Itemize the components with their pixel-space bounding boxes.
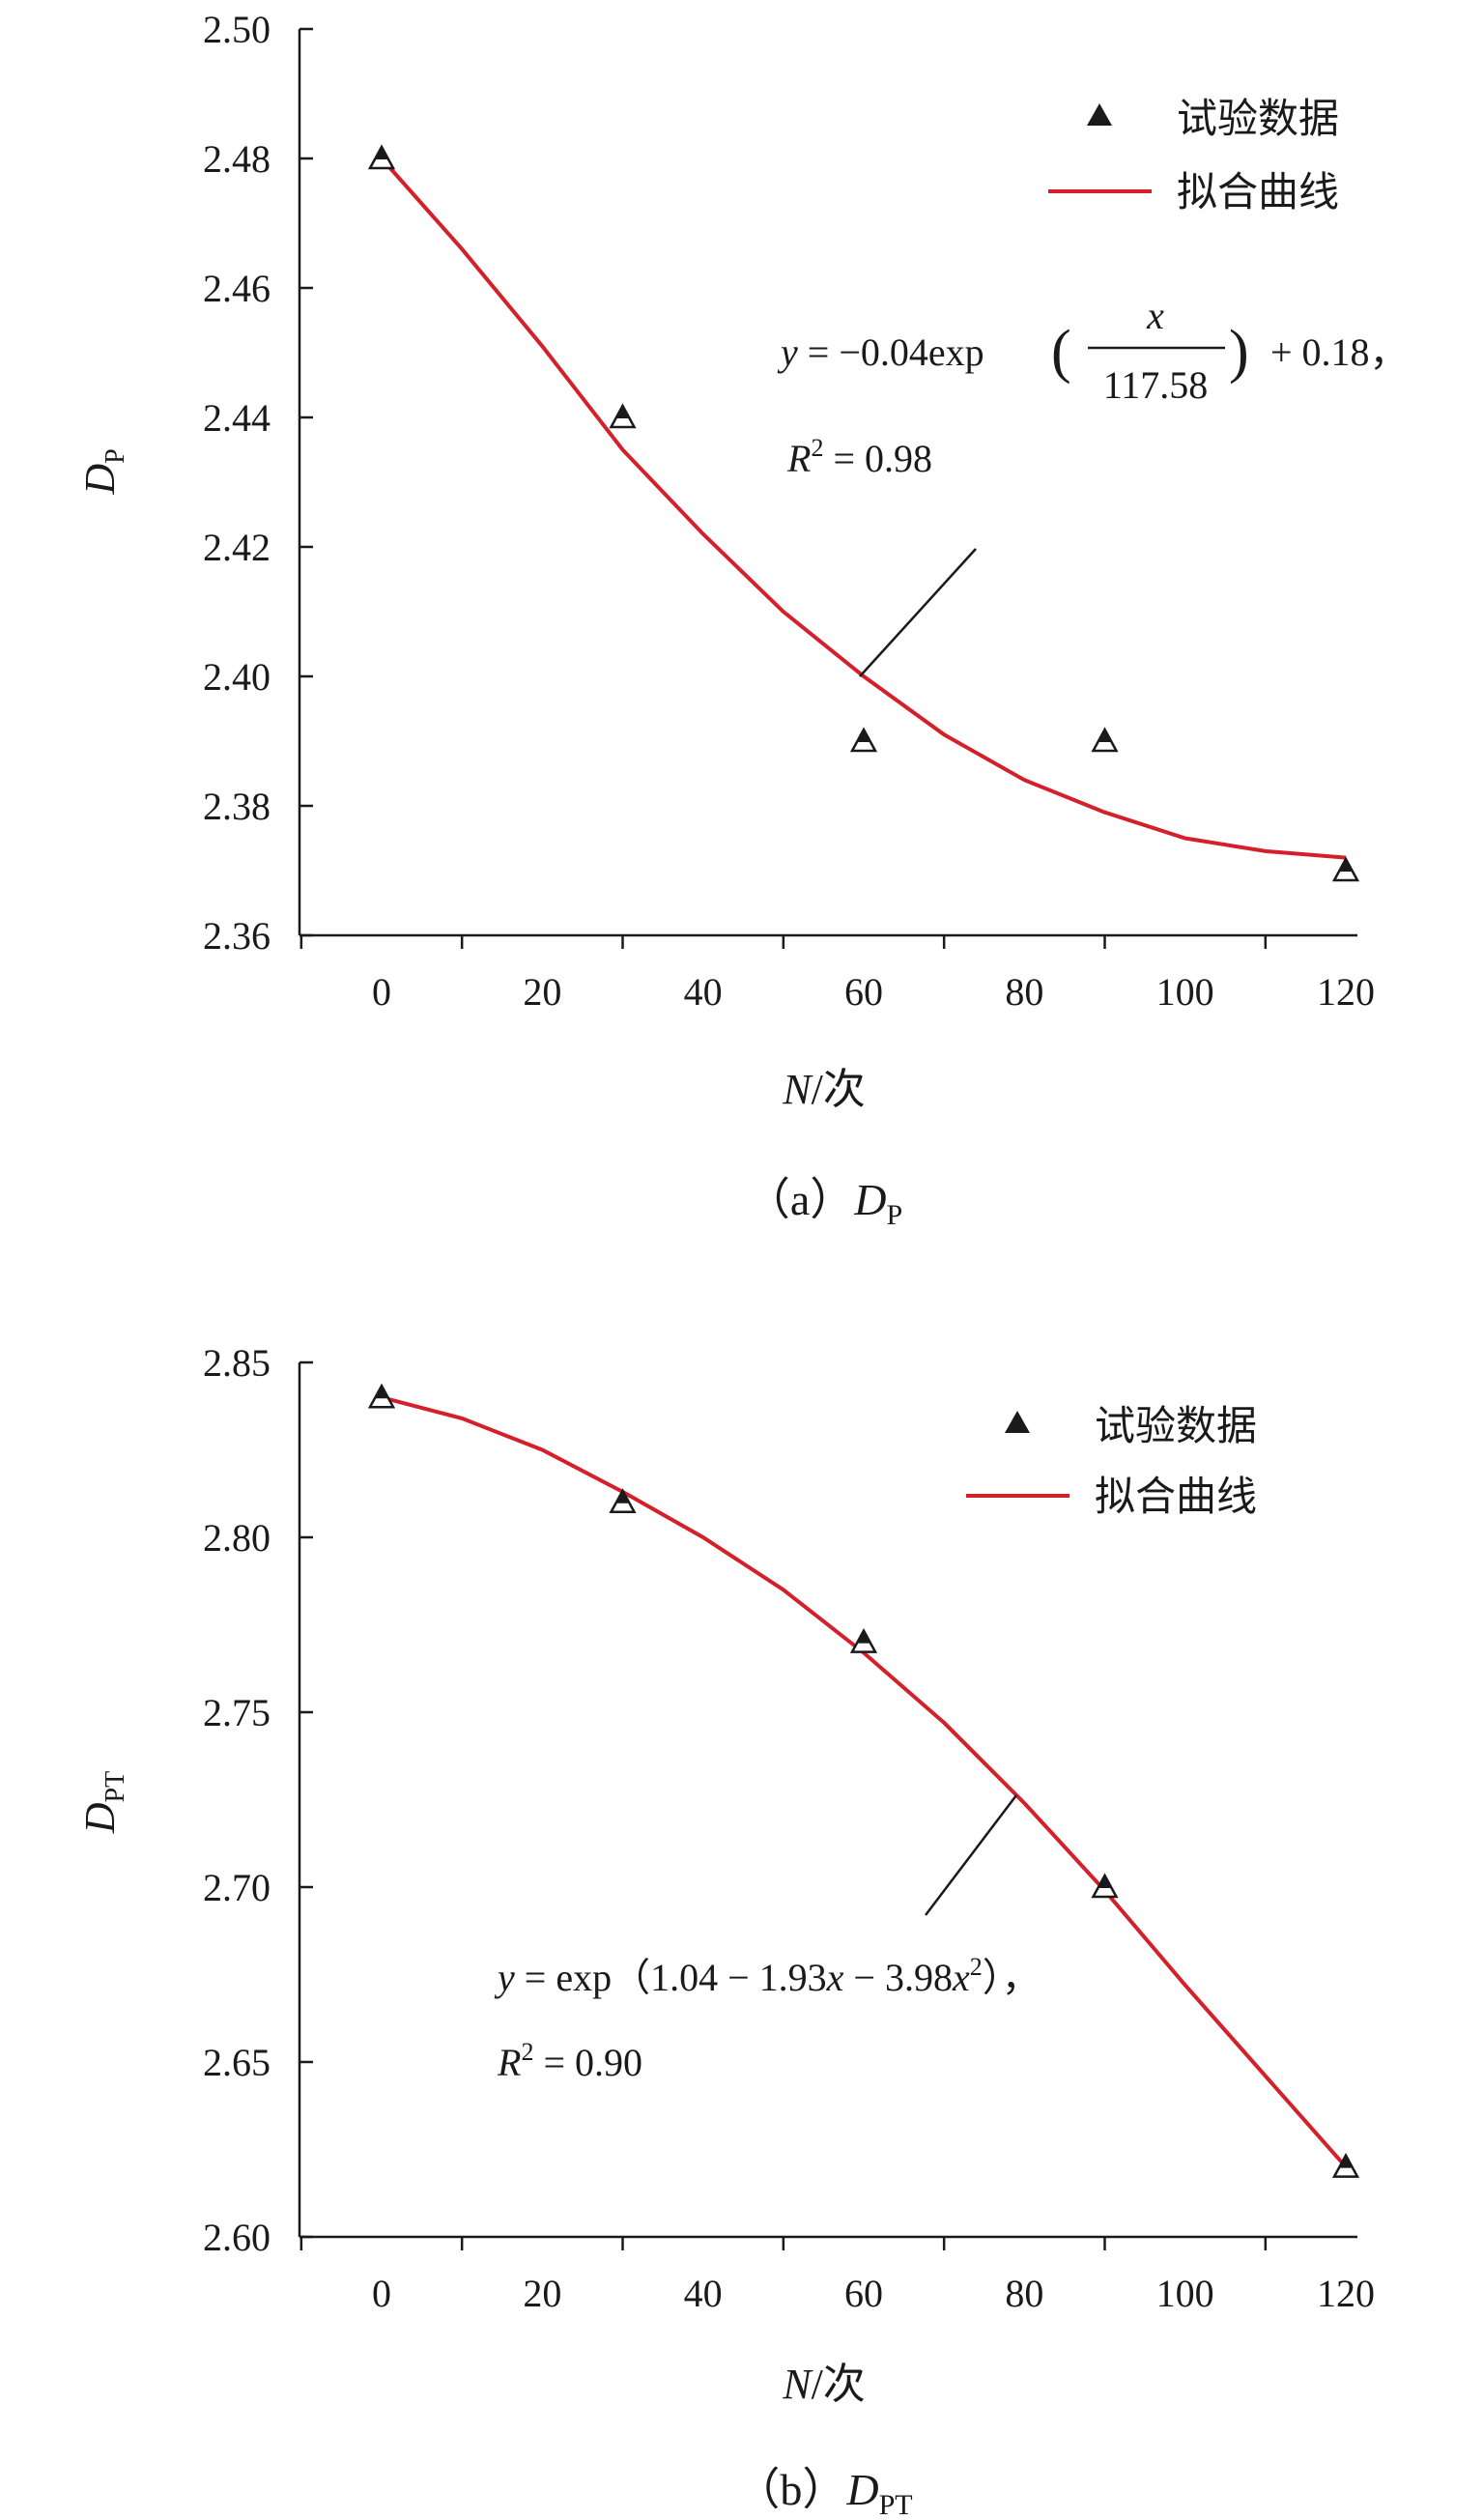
fit-equation-a: y = −0.04exp ( x 117.58 ) + 0.18， R2 = 0…: [777, 294, 1409, 677]
x-tick-label-b-6: 120: [1317, 2272, 1375, 2315]
data-point-b-4: [1331, 2152, 1360, 2178]
eq-b-rest: = exp（1.04 − 1.93: [525, 1956, 827, 1999]
y-tick-label-a-2: 2.40: [203, 655, 271, 699]
y-tick-label-b-3: 2.75: [203, 1691, 271, 1734]
fit-curve-a: [380, 157, 1347, 860]
legend-b: 试验数据 拟合曲线: [966, 1402, 1257, 1520]
data-point-a-0: [367, 144, 396, 170]
data-point-b-2: [849, 1627, 878, 1653]
y-tick-label-b-0: 2.60: [203, 2216, 271, 2259]
data-point-a-3: [1091, 727, 1119, 753]
svg-text:y = −0.04exp: y = −0.04exp: [777, 330, 984, 374]
svg-text:R2 = 0.98: R2 = 0.98: [786, 434, 932, 480]
eq-b-r: R: [497, 2041, 521, 2084]
eq-b-r2: = 0.90: [543, 2041, 642, 2084]
eq-a-suffix: + 0.18，: [1270, 330, 1409, 374]
data-point-a-4: [1331, 856, 1360, 882]
y-tick-label-a-0: 2.36: [203, 914, 271, 958]
leader-line-a: [859, 548, 977, 677]
svg-text:R2 = 0.90: R2 = 0.90: [497, 2038, 642, 2084]
eq-a-frac-den: 117.58: [1103, 363, 1209, 407]
eq-b-y: y: [494, 1956, 515, 1999]
x-axis-title-a: N/次: [782, 1066, 866, 1113]
x-tick-label-b-1: 20: [523, 2272, 561, 2315]
y-axis-title-a: DP: [76, 448, 130, 495]
x-tick-label-a-0: 0: [372, 970, 391, 1014]
y-tick-label-a-7: 2.50: [203, 8, 271, 51]
y-tick-label-b-5: 2.85: [203, 1341, 271, 1385]
legend-label-fit-b: 拟合曲线: [1095, 1473, 1257, 1520]
legend-a: 试验数据 拟合曲线: [1048, 95, 1339, 215]
leader-line-b: [925, 1794, 1017, 1916]
chart-b: 2.602.652.702.752.802.850 20 40 60 80 100 120 …: [76, 1341, 1375, 2520]
y-axis-title-b: DPT: [76, 1771, 130, 1834]
data-point-b-0: [367, 1383, 396, 1409]
x-tick-label-a-1: 20: [523, 970, 561, 1014]
legend-label-data-b: 试验数据: [1095, 1402, 1257, 1449]
y-tick-label-a-5: 2.46: [203, 267, 271, 310]
eq-a-r2: = 0.98: [833, 437, 932, 480]
y-tick-label-a-6: 2.48: [203, 137, 271, 181]
legend-label-fit-a: 拟合曲线: [1177, 168, 1339, 215]
legend-marker-b: [1005, 1411, 1030, 1433]
legend-label-data-a: 试验数据: [1177, 95, 1339, 142]
y-tick-label-a-1: 2.38: [203, 785, 271, 828]
y-tick-label-b-2: 2.70: [203, 1866, 271, 1909]
x-tick-label-b-2: 40: [684, 2272, 723, 2315]
y-tick-label-a-3: 2.42: [203, 526, 271, 569]
x-axis-title-b: N/次: [782, 2361, 866, 2408]
x-tick-label-b-5: 100: [1156, 2272, 1214, 2315]
eq-a-paren-right: ): [1229, 319, 1249, 385]
caption-b: （b）DPT: [735, 2465, 912, 2520]
data-point-a-2: [849, 727, 878, 753]
fit-equation-b: y = exp（1.04 − 1.93x − 3.98x2）， R2 = 0.9…: [494, 1794, 1041, 2084]
data-point-b-1: [609, 1488, 637, 1514]
data-point-b-3: [1091, 1873, 1119, 1899]
x-tick-label-b-3: 60: [844, 2272, 883, 2315]
eq-a-paren-left: (: [1051, 319, 1071, 385]
y-tick-label-b-1: 2.65: [203, 2041, 271, 2084]
legend-marker-a: [1087, 103, 1112, 126]
eq-a-frac-num: x: [1146, 294, 1164, 337]
y-tick-label-b-4: 2.80: [203, 1516, 271, 1560]
x-tick-label-a-6: 120: [1317, 970, 1375, 1014]
chart-a: 2.36 2.38 2.40 2.42 2.44 2.46 2.48 2.50 0 20 40 60 8…: [76, 8, 1409, 1231]
x-tick-label-a-3: 60: [844, 970, 883, 1014]
caption-a: （a）DP: [746, 1175, 902, 1231]
x-tick-label-a-4: 80: [1005, 970, 1043, 1014]
x-tick-label-a-2: 40: [684, 970, 723, 1014]
y-tick-label-a-4: 2.44: [203, 396, 271, 440]
data-point-a-1: [609, 403, 637, 429]
eq-a-r: R: [786, 437, 811, 480]
x-tick-label-b-0: 0: [372, 2272, 391, 2315]
x-tick-label-a-5: 100: [1156, 970, 1214, 1014]
x-tick-label-b-4: 80: [1005, 2272, 1043, 2315]
eq-a-prefix: = −0.04exp: [808, 330, 984, 374]
svg-text:y = exp（1.04 − 1.93x −: y = exp（1.04 − 1.93x − 3.98x2），: [494, 1953, 1041, 1999]
eq-a-y: y: [777, 330, 798, 374]
